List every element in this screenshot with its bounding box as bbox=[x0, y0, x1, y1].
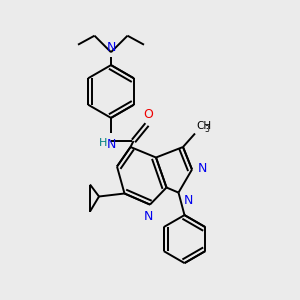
Text: CH: CH bbox=[196, 121, 211, 131]
Text: N: N bbox=[107, 41, 116, 54]
Text: N: N bbox=[144, 210, 153, 223]
Text: 3: 3 bbox=[205, 125, 209, 134]
Text: H: H bbox=[99, 138, 108, 148]
Text: N: N bbox=[184, 194, 193, 207]
Text: O: O bbox=[144, 109, 153, 122]
Text: N: N bbox=[107, 138, 117, 151]
Text: N: N bbox=[197, 162, 207, 176]
